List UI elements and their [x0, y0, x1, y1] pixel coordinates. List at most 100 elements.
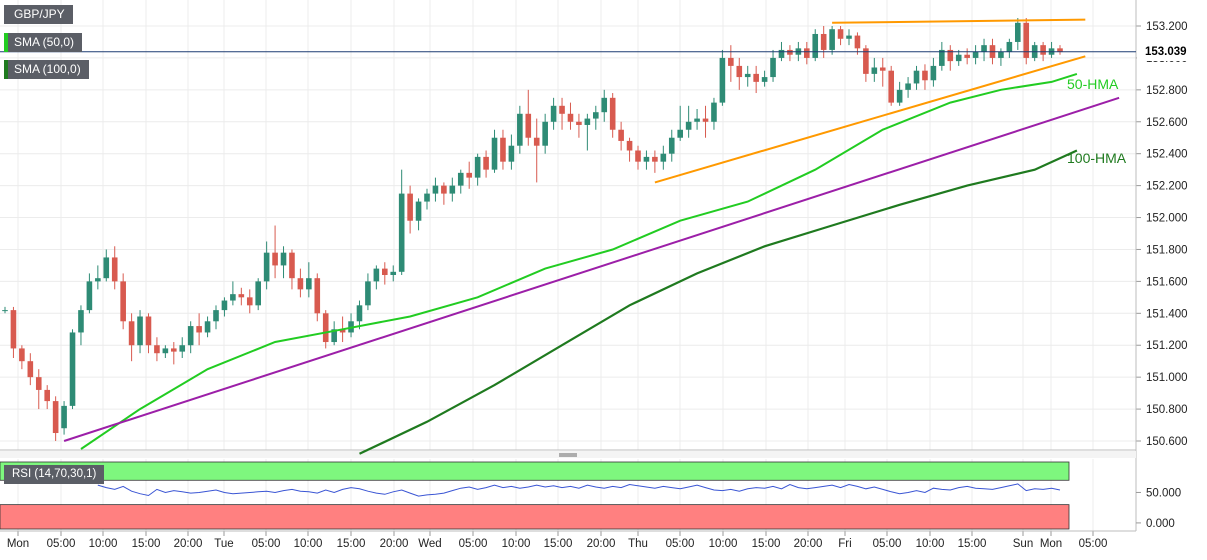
candle-body: [871, 67, 878, 74]
candle-body: [44, 389, 50, 402]
candle-body: [306, 278, 312, 290]
y-tick-label: 153.200: [1146, 21, 1188, 33]
candle-body: [196, 326, 202, 333]
legend-symbol[interactable]: GBP/JPY: [4, 5, 73, 24]
candle-body: [542, 121, 548, 146]
y-tick-label: 152.600: [1146, 117, 1188, 129]
candle-body: [837, 29, 844, 39]
candle-body: [52, 401, 59, 434]
legend-sma100[interactable]: SMA (100,0): [4, 60, 89, 79]
candle-body: [171, 348, 177, 352]
y-tick-label: 152.400: [1146, 149, 1188, 161]
candle-body: [744, 73, 751, 78]
candle-body: [69, 332, 76, 406]
y-tick-label: 151.600: [1146, 276, 1188, 288]
candle-body: [854, 35, 861, 49]
candle-body: [643, 156, 650, 162]
candle-body: [736, 65, 743, 78]
x-tick-label: Mon: [7, 538, 29, 550]
candle-body: [19, 348, 25, 362]
candle-body: [255, 281, 261, 306]
candle-body: [626, 140, 633, 151]
candle-body: [204, 321, 211, 333]
x-tick-label: 15:00: [337, 538, 366, 550]
candle-body: [1040, 45, 1046, 55]
candle-body: [770, 57, 776, 78]
candle-body: [787, 49, 793, 55]
current-price-tag: 153.039: [1137, 43, 1193, 61]
candle-body: [466, 172, 472, 178]
candle-body: [424, 193, 430, 202]
candle-body: [27, 361, 34, 378]
legend-sma100-swatch: [4, 60, 8, 79]
legend-sma50[interactable]: SMA (50,0): [4, 33, 83, 52]
candle-body: [449, 185, 456, 194]
candle-body: [390, 271, 397, 275]
x-tick-label: 15:00: [544, 538, 573, 550]
candle-body: [398, 193, 405, 272]
legend-rsi[interactable]: RSI (14,70,30,1): [4, 465, 105, 484]
x-tick-label: 05:00: [252, 538, 281, 550]
candle-body: [711, 102, 717, 122]
candle-body: [593, 112, 599, 119]
x-tick-label: 05:00: [1079, 538, 1108, 550]
annotation-100-hma: 100-HMA: [1067, 150, 1127, 166]
candle-body: [2, 310, 8, 312]
indicator-line-purple-trendline: [63, 96, 1120, 442]
x-tick-label: Mon: [1040, 538, 1062, 550]
candle-body: [964, 54, 970, 58]
x-tick-label: 20:00: [587, 538, 616, 550]
x-tick-label: 05:00: [666, 538, 695, 550]
y-tick-label: 151.000: [1146, 372, 1188, 384]
candle-body: [1015, 22, 1021, 42]
candle-body: [922, 70, 928, 81]
candle-body: [483, 156, 489, 170]
x-tick-label: Tue: [214, 538, 233, 550]
candle-body: [550, 105, 557, 122]
candle-body: [1006, 41, 1013, 52]
candle-body: [694, 118, 700, 122]
candle-body: [820, 33, 827, 50]
candle-body: [289, 252, 295, 279]
legend-swatch: [4, 5, 8, 24]
legend-symbol-label: GBP/JPY: [14, 7, 65, 21]
candle-body: [668, 137, 675, 154]
candle-body: [78, 310, 84, 333]
candle-body: [238, 294, 245, 298]
candle-body: [559, 105, 565, 114]
candle-body: [432, 185, 439, 194]
price-panel-bg: [0, 0, 1136, 450]
candle-body: [719, 57, 726, 103]
candle-body: [373, 268, 380, 282]
candle-body: [457, 172, 464, 186]
x-tick-label: 15:00: [958, 538, 987, 550]
x-tick-label: Wed: [418, 538, 441, 550]
candle-body: [86, 281, 93, 311]
candle-body: [601, 97, 608, 113]
y-tick-label: 152.200: [1146, 181, 1188, 193]
candle-body: [517, 113, 523, 146]
x-tick-label: 15:00: [132, 538, 161, 550]
candle-body: [491, 137, 498, 170]
candle-body: [331, 329, 337, 343]
rsi-y-tick-label: 0.000: [1146, 518, 1175, 530]
rsi-line: [97, 483, 1061, 497]
candle-body: [685, 121, 692, 130]
candle-body: [339, 329, 346, 333]
candle-body: [137, 316, 143, 346]
annotation-50-hma: 50-HMA: [1067, 76, 1119, 92]
candle-body: [145, 316, 152, 346]
candle-body: [567, 113, 574, 122]
indicator-line-50-hma: [80, 72, 1078, 450]
candle-body: [474, 156, 481, 178]
candle-body: [939, 49, 945, 66]
candle-body: [618, 129, 624, 141]
candle-body: [280, 252, 287, 266]
candle-body: [382, 268, 388, 275]
candle-body: [1057, 48, 1063, 52]
candle-body: [230, 294, 236, 301]
x-tick-label: 10:00: [916, 538, 945, 550]
current-price-value: 153.039: [1145, 46, 1187, 58]
